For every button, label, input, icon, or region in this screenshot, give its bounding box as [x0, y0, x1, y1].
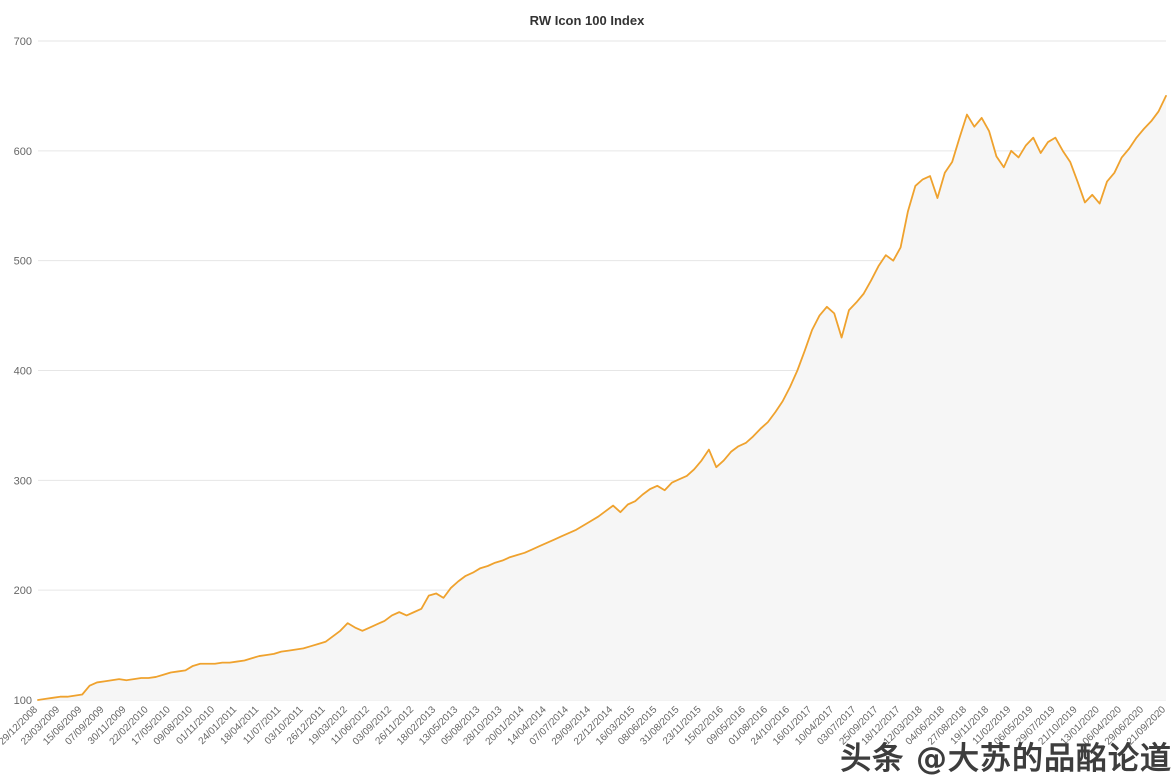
- series-area: [38, 95, 1166, 701]
- y-axis-label-600: 600: [14, 146, 32, 158]
- chart-title: RW Icon 100 Index: [529, 13, 645, 28]
- y-axis-label-500: 500: [14, 256, 32, 268]
- series-line: [37, 95, 1167, 701]
- y-axis-label-400: 400: [14, 366, 32, 378]
- y-axis-label-100: 100: [14, 695, 32, 707]
- y-axis-label-300: 300: [14, 475, 32, 487]
- y-axis-label-200: 200: [14, 585, 32, 597]
- y-axis-label-700: 700: [14, 36, 32, 48]
- watermark: 头条 @大苏的品酩论道: [840, 741, 1172, 777]
